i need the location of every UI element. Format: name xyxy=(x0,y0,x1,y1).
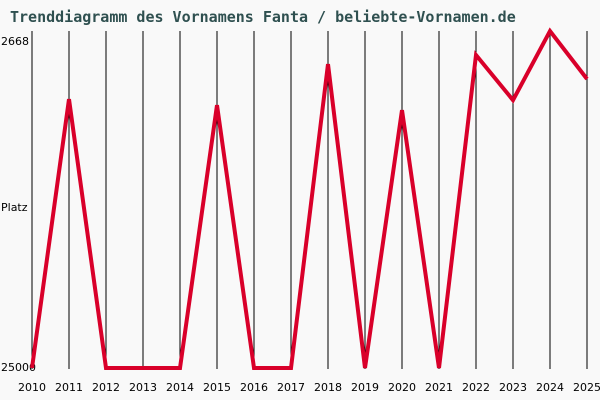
x-tick-label: 2014 xyxy=(166,381,194,394)
series-line xyxy=(30,27,589,370)
x-tick-label: 2011 xyxy=(55,381,83,394)
x-tick-label: 2025 xyxy=(573,381,600,394)
x-tick-label: 2021 xyxy=(425,381,453,394)
y-axis-bottom-label: 25000 xyxy=(1,361,36,374)
x-tick-label: 2024 xyxy=(536,381,564,394)
x-tick-label: 2013 xyxy=(129,381,157,394)
x-tick-label: 2022 xyxy=(462,381,490,394)
x-tick-label: 2020 xyxy=(388,381,416,394)
x-tick-label: 2019 xyxy=(351,381,379,394)
y-axis-top-label: 2668 xyxy=(1,35,29,48)
x-tick-label: 2016 xyxy=(240,381,268,394)
x-tick-label: 2023 xyxy=(499,381,527,394)
x-tick-label: 2010 xyxy=(18,381,46,394)
x-tick-label: 2018 xyxy=(314,381,342,394)
y-axis-label: Platz xyxy=(1,201,28,214)
x-tick-label: 2012 xyxy=(92,381,120,394)
chart-title: Trenddiagramm des Vornamens Fanta / beli… xyxy=(10,8,516,26)
x-tick-label: 2017 xyxy=(277,381,305,394)
x-tick-label: 2015 xyxy=(203,381,231,394)
